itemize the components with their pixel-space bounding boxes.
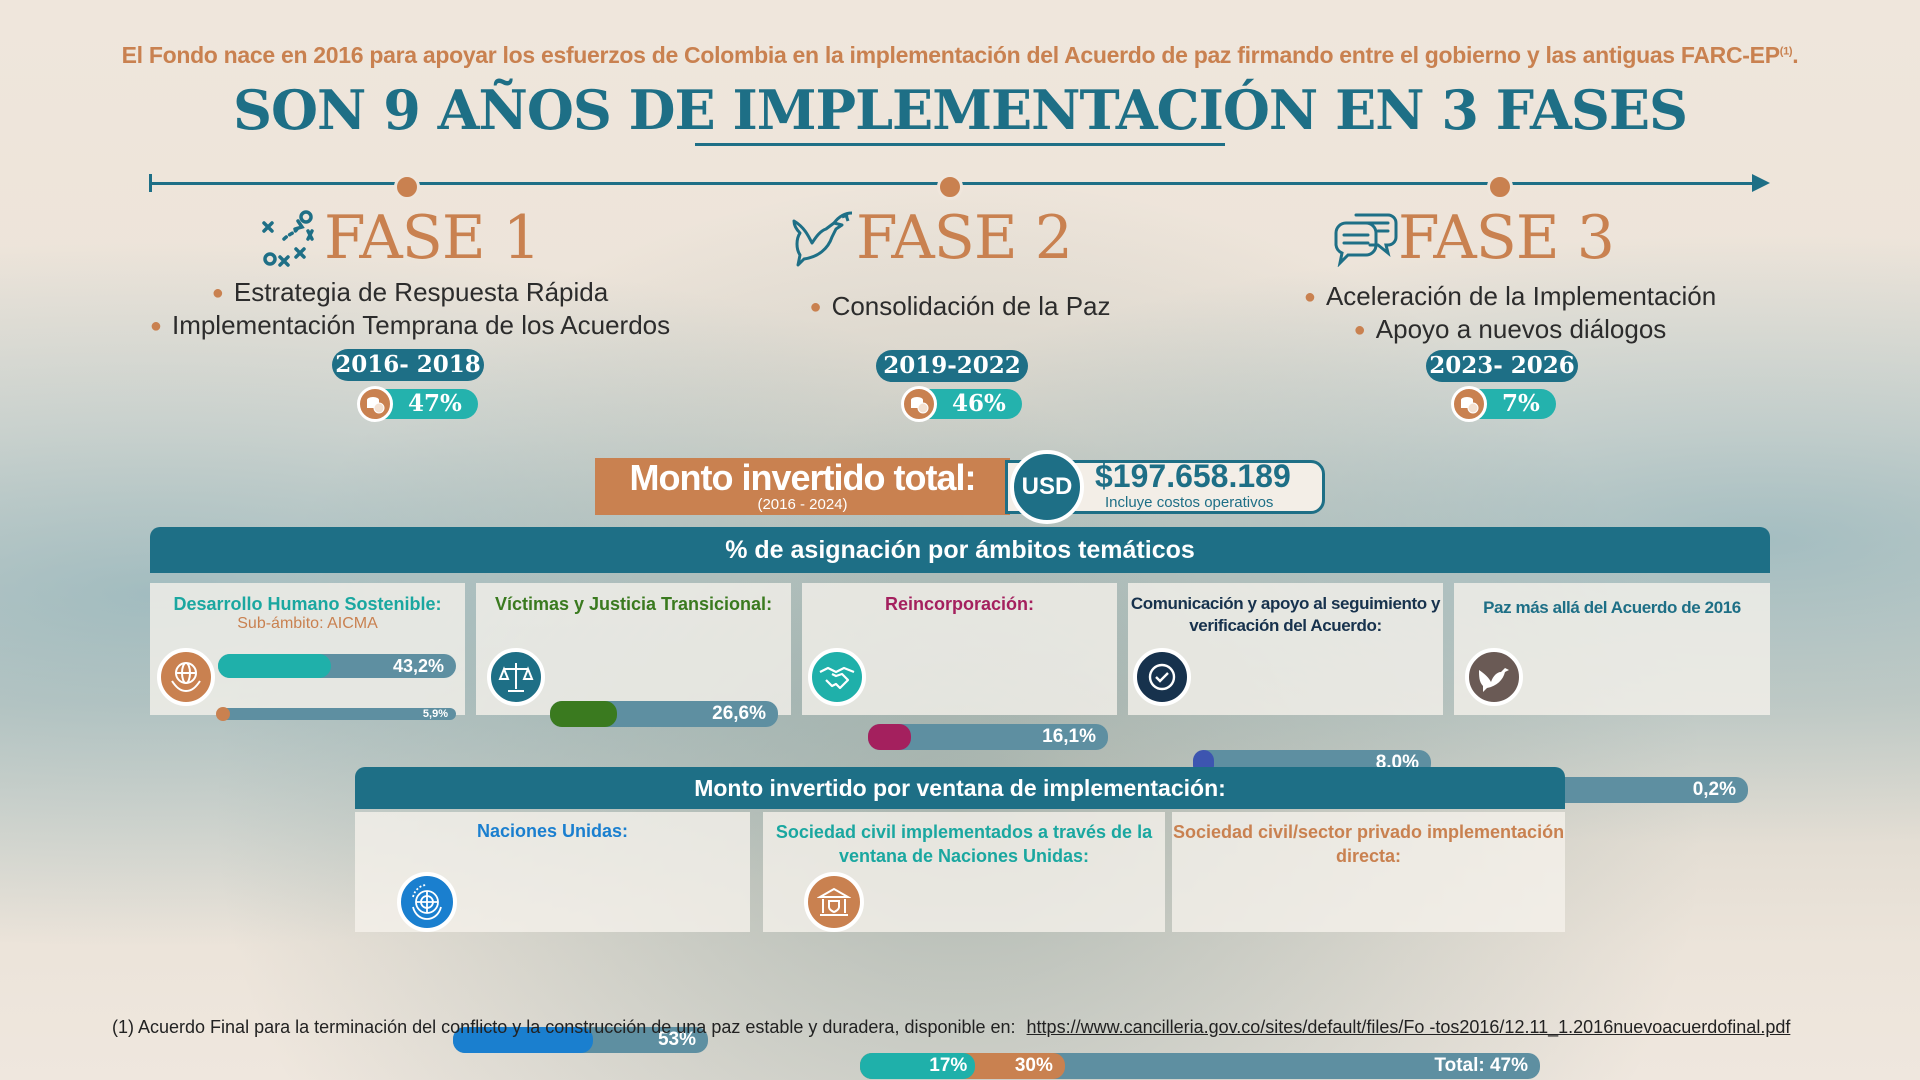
institution-icon (804, 872, 864, 932)
phase-1-title: FASE 1 (324, 202, 541, 273)
bar-track: 43,2% (218, 654, 456, 678)
card-subtitle: Sub-ámbito: AICMA (237, 615, 378, 632)
windows-header: Monto invertido por ventana de implement… (355, 767, 1565, 809)
phase-3-title: FASE 3 (1398, 202, 1615, 273)
list-item: ● Apoyo a nuevos diálogos (1353, 314, 1667, 344)
timeline-arrow-icon (1752, 174, 1770, 192)
handshake-icon (808, 648, 866, 706)
card-title: Reincorporación: (884, 594, 1035, 614)
phase-1-header: FASE 1 (258, 202, 541, 273)
intro-text: El Fondo nace en 2016 para apoyar los es… (121, 42, 1799, 68)
strategy-icon (258, 209, 316, 267)
bar-fill-desarrollo (218, 654, 332, 678)
window-civil-direct-card: Sociedad civil/sector privado implementa… (1172, 812, 1565, 932)
coins-icon (901, 386, 937, 422)
thematic-card-4: Comunicación y apoyo al seguimiento y ve… (1128, 583, 1443, 715)
scales-icon (487, 648, 545, 706)
thematic-card-2: Víctimas y Justicia Transicional: (476, 583, 791, 715)
bar-fill-reincorporacion (868, 724, 911, 750)
dove-icon (790, 209, 853, 267)
footnote: (1) Acuerdo Final para la terminación de… (112, 1017, 1791, 1037)
bar-track: 16,1% (868, 724, 1108, 750)
globe-hands-icon (157, 648, 215, 706)
card-title: Comunicación y apoyo al seguimiento y ve… (1130, 594, 1441, 635)
phase-1-period: 2016- 2018 (332, 349, 484, 381)
bar-fill-un (453, 1027, 594, 1053)
card-title: Víctimas y Justicia Transicional: (494, 594, 773, 614)
card-title: Desarrollo Humano Sostenible: (173, 594, 442, 614)
bar-value: 26,6% (712, 703, 766, 724)
bar-value: 5,9% (422, 708, 448, 720)
timeline-start-tick (149, 174, 152, 192)
phase-3-bullets: ● Aceleración de la Implementación ● Apoyo… (1250, 280, 1770, 346)
coins-icon (1451, 386, 1487, 422)
un-emblem-icon (397, 872, 457, 932)
total-amount: $197.658.189 (1095, 458, 1291, 494)
page-title: SON 9 AÑOS DE IMPLEMENTACIÓN EN 3 FASES (233, 78, 1688, 142)
card-title: Paz más allá del Acuerdo de 2016 (1483, 598, 1741, 617)
list-item: ● Consolidación de la Paz (809, 291, 1111, 321)
title-underline (695, 143, 1225, 146)
bar-fill-civil-via-un (860, 1053, 976, 1079)
dove-icon (1465, 648, 1523, 706)
total-note: Incluye costos operativos (1105, 494, 1274, 511)
card-title: Sociedad civil implementados a través de… (775, 822, 1153, 866)
thematic-header: % de asignación por ámbitos temáticos (150, 527, 1770, 573)
total-period: (2016 - 2024) (757, 496, 848, 513)
civil-direct-value: 30% (1014, 1055, 1053, 1076)
phase-2-title: FASE 2 (856, 202, 1073, 273)
footnote-link[interactable]: https://www.cancilleria.gov.co/sites/def… (1026, 1017, 1791, 1037)
list-item: ● Implementación Temprana de los Acuerdos (149, 310, 671, 340)
timeline-dot-phase-1 (394, 174, 420, 200)
phase-3-period: 2023- 2026 (1426, 350, 1578, 382)
bar-track-sub: 5,9% (216, 707, 456, 721)
bar-value: 16,1% (1042, 726, 1096, 747)
coins-icon (357, 386, 393, 422)
bar-value: 53% (657, 1029, 696, 1050)
list-item: ● Estrategia de Respuesta Rápida (211, 277, 609, 307)
bar-track: 26,6% (550, 701, 778, 727)
card-title: Sociedad civil/sector privado implementa… (1172, 822, 1565, 866)
bar-value: 43,2% (392, 656, 444, 676)
phase-1-bullets: ● Estrategia de Respuesta Rápida ● Impleme… (130, 276, 690, 342)
phase-2-period: 2019-2022 (876, 350, 1028, 382)
total-label: Monto invertido total: (629, 457, 977, 498)
card-title: Naciones Unidas: (476, 821, 629, 841)
usd-badge: USD (1010, 450, 1084, 524)
phase-3-header: FASE 3 (1332, 202, 1615, 273)
civil-via-un-value: 17% (929, 1055, 968, 1076)
bar-fill-aicma (216, 707, 230, 721)
bar-track: 53% (453, 1027, 708, 1053)
total-label-box (595, 458, 1010, 515)
bar-track-civil-total: 17% 30% Total: 47% (860, 1053, 1540, 1079)
verified-badge-icon (1133, 648, 1191, 706)
phase-2-header: FASE 2 (790, 202, 1073, 273)
civil-total-value: Total: 47% (1434, 1055, 1528, 1076)
list-item: ● Aceleración de la Implementación (1303, 281, 1717, 311)
bar-value: 0,2% (1692, 779, 1736, 800)
chat-bubbles-icon (1332, 209, 1398, 268)
timeline-dot-phase-2 (937, 174, 963, 200)
bar-fill-victimas (550, 701, 617, 727)
phase-2-bullets: ● Consolidación de la Paz (700, 290, 1220, 323)
timeline-dot-phase-3 (1487, 174, 1513, 200)
